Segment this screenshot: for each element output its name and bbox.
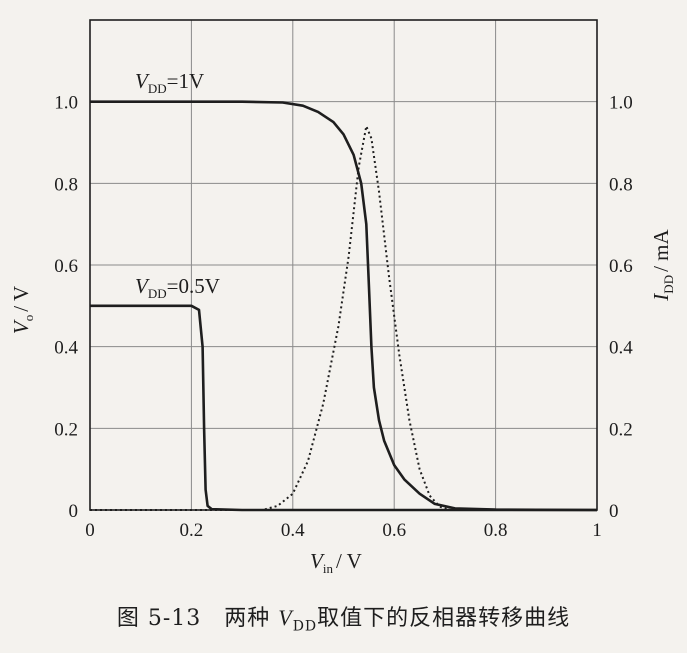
series-line-2	[90, 125, 597, 511]
plot-frame	[89, 19, 598, 511]
y-axis-label-right: IDD/ mA	[649, 228, 676, 301]
annotation-vdd-0-5v: VDD=0.5V	[135, 274, 220, 301]
y-left-tick-label-5: 1.0	[54, 93, 78, 114]
y-right-tick-label-4: 0.8	[609, 174, 633, 195]
y-left-tick-label-0: 0	[69, 501, 79, 522]
x-tick-label-2: 0.4	[281, 520, 305, 541]
y-right-tick-label-1: 0.2	[609, 419, 633, 440]
caption-suffix: 取值下的反相器转移曲线	[317, 606, 571, 631]
tick-labels: 0 0.2 0.4 0.6 0.8 100.20.40.60.81.000.20.40.6…	[54, 93, 633, 541]
x-tick-label-5: 1	[592, 520, 602, 541]
x-tick-label-3: 0.6	[382, 520, 406, 541]
y-right-tick-label-0: 0	[609, 501, 619, 522]
caption-symbol: V	[278, 605, 293, 630]
y-left-tick-label-2: 0.4	[54, 338, 78, 359]
y-axis-label-left: Vo/ V	[9, 286, 36, 334]
series-line-1	[90, 304, 597, 512]
x-tick-label-0: 0	[85, 520, 95, 541]
x-tick-label-4: 0.8	[484, 520, 508, 541]
annotation-vdd-1v: VDD=1V	[135, 69, 204, 96]
y-left-tick-label-3: 0.6	[54, 256, 78, 277]
transfer-curve-chart: 0 0.2 0.4 0.6 0.8 100.20.40.60.81.000.20.40.6…	[9, 19, 676, 576]
series-layer	[90, 100, 598, 512]
y-left-tick-label-1: 0.2	[54, 419, 78, 440]
x-tick-label-1: 0.2	[180, 520, 204, 541]
figure-caption: 图 5-13 两种 VDD取值下的反相器转移曲线	[0, 600, 687, 634]
y-left-tick-label-4: 0.8	[54, 174, 78, 195]
caption-subscript: DD	[292, 618, 318, 635]
caption-prefix: 图 5-13 两种	[116, 606, 279, 631]
y-right-tick-label-2: 0.4	[609, 338, 633, 359]
series-line-0	[90, 100, 598, 512]
x-axis-label: Vin / V	[310, 549, 362, 576]
y-right-tick-label-5: 1.0	[609, 93, 633, 114]
y-right-tick-label-3: 0.6	[609, 256, 633, 277]
